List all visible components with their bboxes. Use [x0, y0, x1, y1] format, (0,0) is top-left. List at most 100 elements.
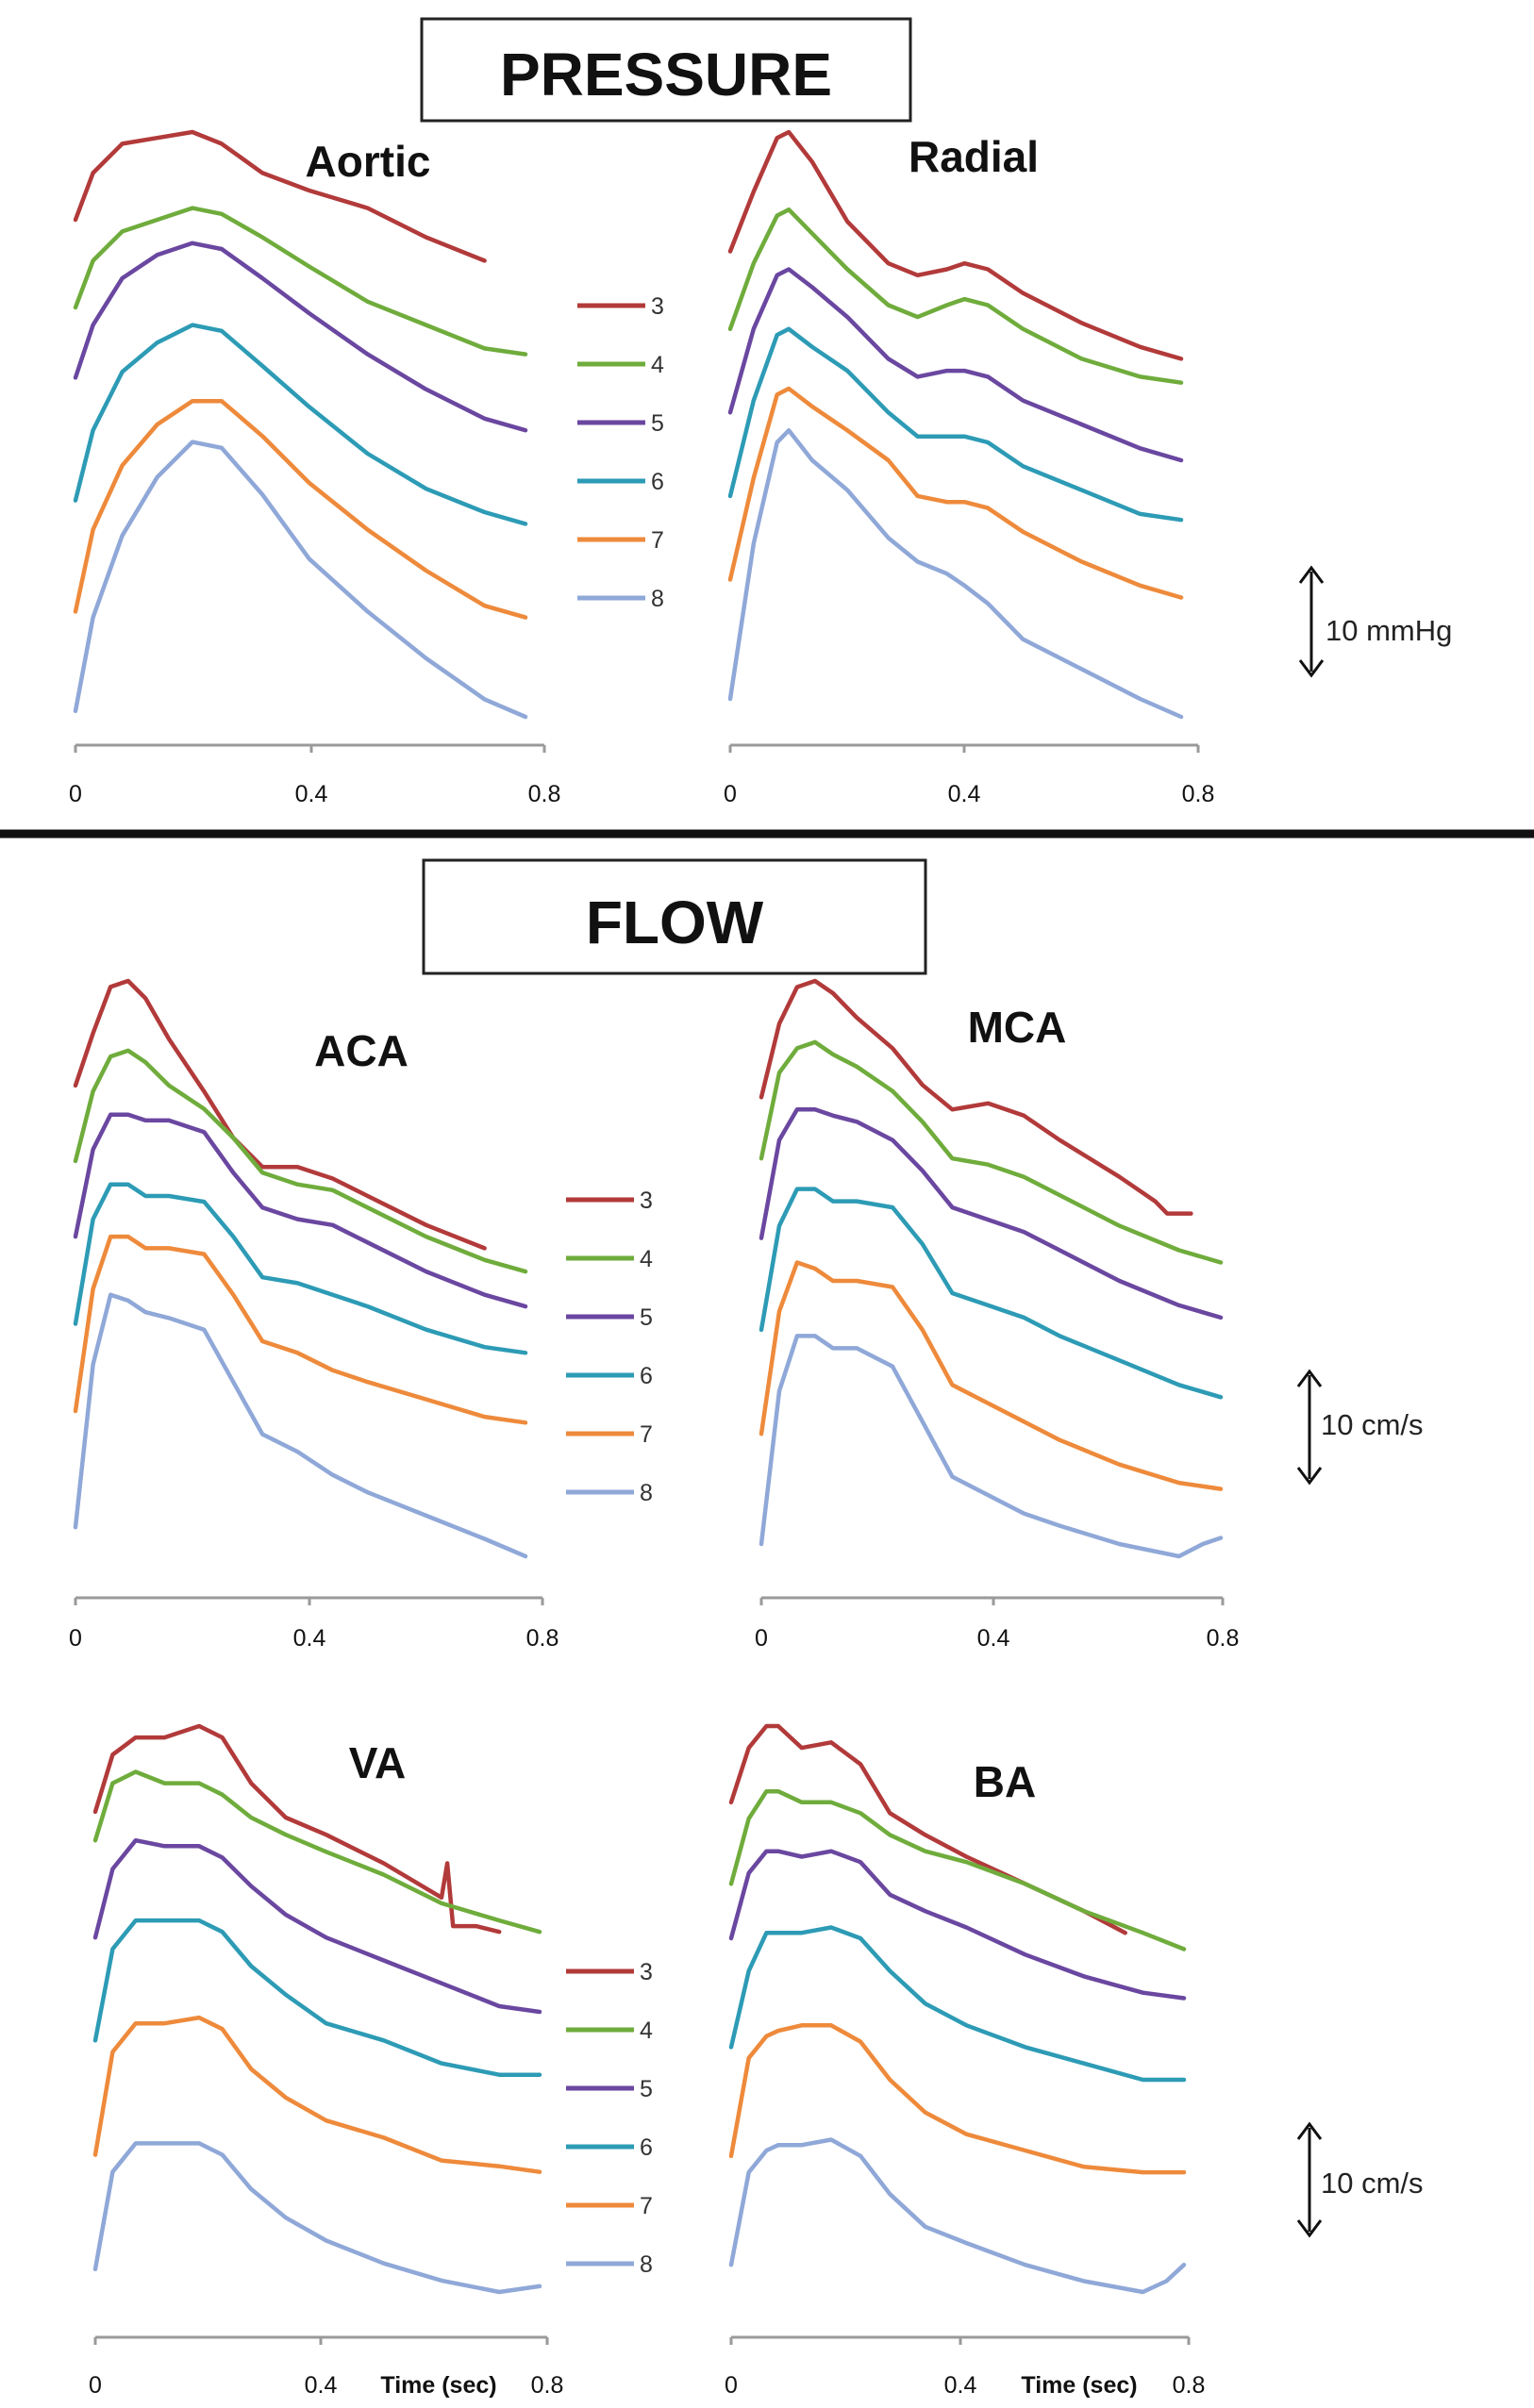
x-tick-label: 0.4: [944, 2372, 977, 2399]
panel-title-ba: BA: [974, 1757, 1036, 1806]
series-line-8: [73, 1292, 528, 1559]
x-tick-label: 0: [89, 2372, 102, 2399]
series-line-7: [759, 1260, 1224, 1491]
series-line-4: [73, 1048, 528, 1274]
scale-label-flow-upper: 10 cm/s: [1321, 1408, 1424, 1441]
panel-title-radial: Radial: [909, 132, 1039, 181]
legend-label-5: 5: [640, 2076, 653, 2102]
x-tick-label: 0.4: [295, 781, 328, 807]
arrow-down-icon: [1298, 659, 1325, 678]
series-line-5: [759, 1107, 1224, 1320]
series-line-3: [73, 129, 487, 263]
series-line-4: [759, 1039, 1224, 1265]
legend-label-7: 7: [651, 527, 664, 554]
series-line-7: [92, 2015, 542, 2174]
series-line-4: [728, 1788, 1187, 1951]
flow-title-box: [422, 858, 927, 975]
x-tick-label: 0: [725, 2372, 738, 2399]
x-tick-label: 0.4: [293, 1625, 326, 1652]
panel-aca: 0 0.4 0.8: [69, 978, 559, 1652]
series-line-8: [728, 2137, 1187, 2295]
x-tick-label: 0: [755, 1625, 768, 1652]
legend-label-5: 5: [651, 410, 664, 437]
series-line-6: [73, 323, 528, 526]
series-line-8: [73, 440, 528, 720]
series-line-7: [73, 398, 528, 620]
x-tick-label: 0.4: [305, 2372, 338, 2399]
series-line-8: [727, 428, 1184, 720]
series-line-5: [728, 1849, 1187, 2001]
series-line-5: [73, 241, 528, 433]
panel-mca: 0 0.4 0.8: [755, 978, 1240, 1652]
x-tick-label: 0.8: [528, 781, 561, 807]
x-tick-label: 0.8: [526, 1625, 559, 1652]
scale-bar-flow-lower: 10 cm/s: [1296, 2121, 1424, 2238]
legend-flow-upper: 3 4 5 6 7 8: [566, 1187, 653, 1506]
legend-pressure: 3 4 5 6 7 8: [577, 293, 664, 612]
arrow-up-icon: [1298, 565, 1325, 584]
scale-bar-flow-upper: 10 cm/s: [1296, 1369, 1424, 1486]
panel-title-va: VA: [349, 1738, 407, 1787]
panel-radial: 0 0.4 0.8: [724, 129, 1215, 807]
series-line-8: [759, 1334, 1224, 1559]
series-line-6: [92, 1918, 542, 2077]
legend-label-8: 8: [640, 1480, 653, 1506]
legend-label-7: 7: [640, 2193, 653, 2219]
arrow-up-icon: [1296, 1369, 1323, 1387]
series-line-4: [73, 206, 528, 357]
series-line-7: [728, 2023, 1187, 2175]
panel-title-mca: MCA: [968, 1003, 1067, 1052]
series-line-3: [759, 978, 1193, 1216]
series-line-5: [727, 267, 1184, 463]
panel-ba: 0 0.4 0.8 Time (sec): [725, 1723, 1206, 2399]
scale-label-flow-lower: 10 cm/s: [1321, 2167, 1424, 2200]
flow-title: FLOW: [586, 888, 764, 956]
series-line-6: [73, 1182, 528, 1355]
series-line-8: [92, 2141, 542, 2295]
panel-aortic: 0 0.4 0.8: [69, 129, 561, 807]
panel-title-aca: ACA: [314, 1026, 409, 1075]
arrow-up-icon: [1296, 2121, 1323, 2140]
legend-label-8: 8: [640, 2251, 653, 2278]
legend-label-7: 7: [640, 1421, 653, 1448]
series-line-3: [73, 978, 487, 1251]
legend-label-4: 4: [640, 1246, 653, 1272]
x-tick-label: 0.4: [977, 1625, 1010, 1652]
legend-flow-lower: 3 4 5 6 7 8: [566, 1959, 653, 2278]
series-line-5: [92, 1837, 542, 2015]
legend-label-5: 5: [640, 1304, 653, 1331]
legend-label-3: 3: [640, 1187, 653, 1214]
legend-label-3: 3: [651, 293, 664, 320]
legend-label-4: 4: [640, 2018, 653, 2044]
x-tick-label: 0: [69, 1625, 82, 1652]
series-line-5: [73, 1112, 528, 1309]
x-tick-label: 0.8: [531, 2372, 564, 2399]
legend-label-6: 6: [640, 1363, 653, 1389]
series-line-7: [727, 386, 1184, 600]
arrow-down-icon: [1296, 2219, 1323, 2238]
legend-label-3: 3: [640, 1959, 653, 1985]
series-line-4: [727, 207, 1184, 385]
x-tick-label: 0.8: [1173, 2372, 1206, 2399]
arrow-down-icon: [1296, 1467, 1323, 1486]
x-tick-label: 0: [724, 781, 737, 807]
scale-bar-pressure: 10 mmHg: [1298, 565, 1452, 678]
legend-label-6: 6: [651, 469, 664, 495]
x-tick-label: 0.4: [948, 781, 981, 807]
pressure-title-box: [420, 17, 912, 123]
series-line-6: [727, 326, 1184, 523]
series-line-7: [73, 1234, 528, 1425]
legend-label-4: 4: [651, 352, 664, 378]
x-tick-label: 0.8: [1207, 1625, 1240, 1652]
legend-label-6: 6: [640, 2134, 653, 2161]
x-tick-label: 0.8: [1182, 781, 1215, 807]
panel-va: 0 0.4 0.8 Time (sec): [89, 1723, 564, 2399]
scale-label-pressure: 10 mmHg: [1326, 614, 1452, 647]
x-axis-label: Time (sec): [380, 2372, 496, 2399]
series-line-6: [759, 1187, 1224, 1400]
legend-label-8: 8: [651, 586, 664, 612]
pressure-title: PRESSURE: [500, 41, 832, 108]
series-line-4: [92, 1769, 542, 1935]
x-tick-label: 0: [69, 781, 82, 807]
